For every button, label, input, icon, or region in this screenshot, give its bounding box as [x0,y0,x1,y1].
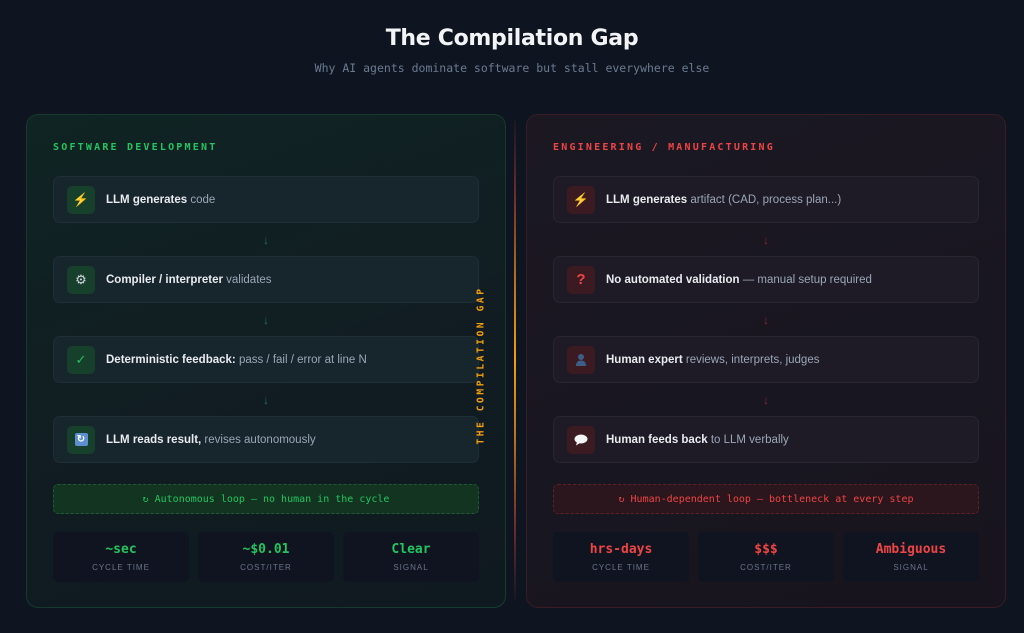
engineering-step-no-validation: ? No automated validation — manual setup… [553,256,979,303]
metric-value: ~sec [105,542,137,557]
software-panel: SOFTWARE DEVELOPMENT ⚡ LLM generates cod… [26,114,506,608]
metric-label: COST/ITER [240,563,292,572]
down-arrow-icon: ↓ [263,232,269,247]
step-text: reviews, interprets, judges [682,353,820,366]
metric-cost-iter: ~$0.01 COST/ITER [198,532,334,582]
compilation-gap-label: THE COMPILATION GAP [475,285,487,445]
engineering-metrics: hrs-days CYCLE TIME $$$ COST/ITER Ambigu… [553,532,979,582]
step-bold-text: Human feeds back [606,433,708,446]
software-step-feedback: ✓ Deterministic feedback: pass / fail / … [53,336,479,383]
metric-label: CYCLE TIME [592,563,650,572]
step-bold-text: LLM reads result, [106,433,202,446]
step-text: validates [222,273,272,286]
software-panel-label: SOFTWARE DEVELOPMENT [53,142,218,153]
metric-value: ~$0.01 [242,542,290,557]
step-text: — manual setup required [739,273,872,286]
person-icon [567,345,595,374]
page-subtitle: Why AI agents dominate software but stal… [314,61,710,75]
engineering-step-feedback: Human feeds back to LLM verbally [553,416,979,463]
step-bold-text: LLM generates [106,193,188,206]
lightning-icon: ⚡ [567,185,595,214]
down-arrow-icon: ↓ [763,312,769,327]
engineering-panel-label: ENGINEERING / MANUFACTURING [553,142,775,153]
metric-signal: Ambiguous SIGNAL [843,532,979,582]
engineering-panel: ENGINEERING / MANUFACTURING ⚡ LLM genera… [526,114,1006,608]
down-arrow-icon: ↓ [763,232,769,247]
gap-divider [514,120,516,600]
step-text: revises autonomously [201,433,316,446]
autonomous-loop-banner: ↻ Autonomous loop — no human in the cycl… [53,484,479,514]
down-arrow-icon: ↓ [263,392,269,407]
question-icon: ? [567,265,595,294]
engineering-step-generate: ⚡ LLM generates artifact (CAD, process p… [553,176,979,223]
engineering-step-human-expert: Human expert reviews, interprets, judges [553,336,979,383]
metric-value: Ambiguous [875,542,947,557]
header: The Compilation Gap Why AI agents domina… [0,26,1024,75]
checkmark-icon: ✓ [67,345,95,374]
down-arrow-icon: ↓ [263,312,269,327]
metric-cycle-time: ~sec CYCLE TIME [53,532,189,582]
step-text: pass / fail / error at line N [235,353,367,366]
step-bold-text: Human expert [606,353,683,366]
step-text: code [187,193,216,206]
lightning-icon: ⚡ [67,185,95,214]
engineering-steps: ⚡ LLM generates artifact (CAD, process p… [553,176,979,463]
speech-bubble-icon [567,425,595,454]
human-dependent-loop-banner: ↻ Human-dependent loop — bottleneck at e… [553,484,979,514]
step-text: to LLM verbally [707,433,789,446]
step-bold-text: No automated validation [606,273,740,286]
metric-label: COST/ITER [740,563,792,572]
step-text: artifact (CAD, process plan...) [687,193,842,206]
metric-signal: Clear SIGNAL [343,532,479,582]
software-metrics: ~sec CYCLE TIME ~$0.01 COST/ITER Clear S… [53,532,479,582]
metric-value: $$$ [754,542,778,557]
metric-label: SIGNAL [393,563,429,572]
metric-label: CYCLE TIME [92,563,150,572]
metric-label: SIGNAL [893,563,929,572]
software-steps: ⚡ LLM generates code ↓ ⚙ Compiler / inte… [53,176,479,463]
down-arrow-icon: ↓ [763,392,769,407]
metric-cost-iter: $$$ COST/ITER [698,532,834,582]
software-step-validate: ⚙ Compiler / interpreter validates [53,256,479,303]
gear-icon: ⚙ [67,265,95,294]
refresh-icon: ↻ [67,425,95,454]
step-bold-text: LLM generates [606,193,688,206]
software-step-revise: ↻ LLM reads result, revises autonomously [53,416,479,463]
page-title: The Compilation Gap [385,26,639,51]
step-bold-text: Compiler / interpreter [106,273,223,286]
metric-value: Clear [391,542,431,557]
software-step-generate: ⚡ LLM generates code [53,176,479,223]
metric-cycle-time: hrs-days CYCLE TIME [553,532,689,582]
metric-value: hrs-days [589,542,653,557]
step-bold-text: Deterministic feedback: [106,353,236,366]
